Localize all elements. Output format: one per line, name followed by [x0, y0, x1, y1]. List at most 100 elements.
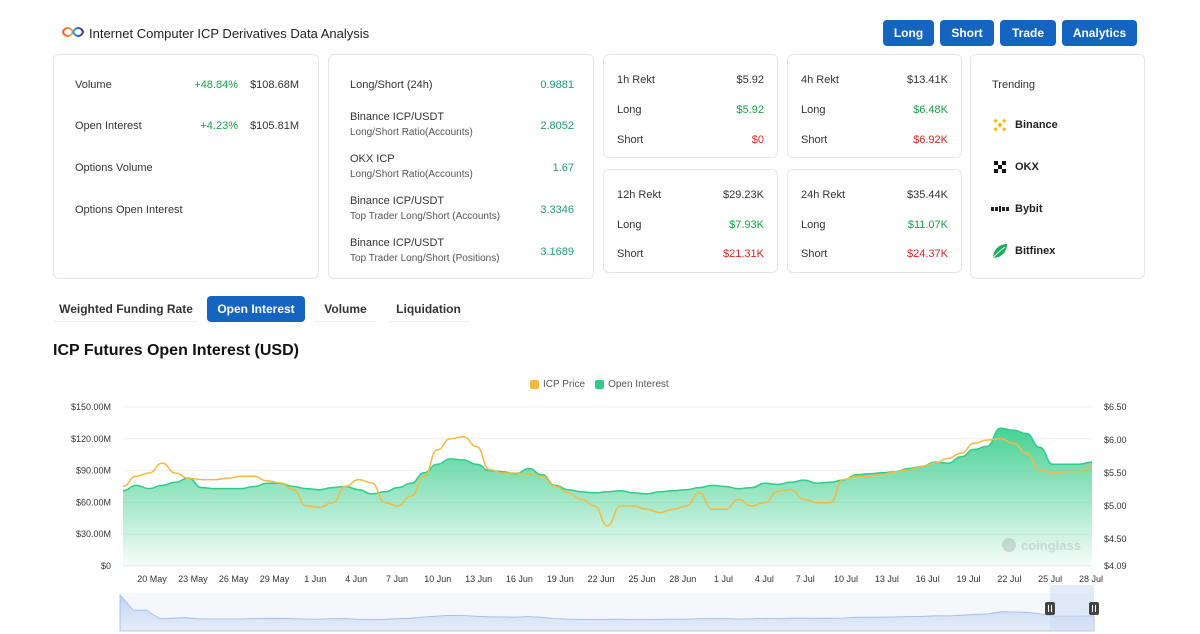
ratio-subtitle: Long/Short Ratio(Accounts)	[350, 169, 473, 180]
short-button[interactable]: Short	[940, 20, 994, 46]
x-tick-label: 22 Jul	[997, 574, 1021, 584]
trending-title: Trending	[992, 79, 1036, 91]
rekt-short-label: Short	[617, 248, 644, 260]
y-right-tick-label: $5.00	[1104, 501, 1127, 511]
rekt-card-4h: 4h Rekt $13.41K Long $6.48K Short $6.92K	[787, 54, 962, 158]
trending-item-binance[interactable]: Binance	[991, 116, 1058, 134]
legend-item-icp-price[interactable]: ICP Price	[530, 379, 585, 390]
rekt-card-1h: 1h Rekt $5.92 Long $5.92 Short $0	[603, 54, 778, 158]
analytics-button[interactable]: Analytics	[1062, 20, 1137, 46]
y-left-tick-label: $150.00M	[71, 402, 111, 412]
rekt-long: $6.48K	[913, 104, 948, 116]
x-tick-label: 22 Jun	[588, 574, 615, 584]
y-left-tick-label: $90.00M	[76, 466, 111, 476]
x-tick-label: 4 Jul	[755, 574, 774, 584]
tab-weighted-funding-rate[interactable]: Weighted Funding Rate	[53, 296, 199, 322]
rekt-short-label: Short	[617, 134, 644, 146]
rekt-total: $35.44K	[907, 189, 948, 201]
trending-item-label: Bitfinex	[1015, 245, 1056, 257]
rekt-long-label: Long	[617, 219, 642, 231]
x-tick-label: 1 Jul	[714, 574, 733, 584]
y-left-tick-label: $60.00M	[76, 497, 111, 507]
y-right-tick-label: $4.50	[1104, 534, 1127, 544]
rekt-long: $5.92	[736, 104, 764, 116]
rekt-long: $11.07K	[907, 219, 948, 231]
icp-price-line	[122, 435, 1093, 527]
legend-label: ICP Price	[543, 379, 586, 390]
rekt-short: $0	[751, 134, 764, 146]
ratio-value: 0.9881	[540, 79, 574, 91]
chart-legend: ICP Price Open Interest	[530, 379, 669, 390]
rekt-card-24h: 24h Rekt $35.44K Long $11.07K Short $24.…	[787, 169, 962, 273]
y-left-tick-label: $120.00M	[71, 434, 111, 444]
rekt-title: 4h Rekt	[801, 74, 839, 86]
rekt-short-label: Short	[801, 248, 828, 260]
ratio-subtitle: Top Trader Long/Short (Accounts)	[350, 211, 501, 222]
options-open-interest-label: Options Open Interest	[75, 204, 183, 216]
legend-swatch	[595, 380, 605, 389]
stats-card: Volume +48.84% $108.68M Open Interest +4…	[53, 54, 319, 279]
long-button[interactable]: Long	[883, 20, 934, 46]
coinglass-logo-icon	[1002, 538, 1016, 552]
ratio-title: Binance ICP/USDT	[350, 237, 445, 249]
rekt-short: $24.37K	[907, 248, 948, 260]
open-interest-area	[123, 428, 1092, 566]
rekt-short: $21.31K	[723, 248, 764, 260]
rekt-total: $29.23K	[723, 189, 764, 201]
legend-item-open-interest[interactable]: Open Interest	[595, 379, 669, 390]
legend-label: Open Interest	[608, 379, 669, 390]
x-tick-label: 28 Jun	[669, 574, 696, 584]
volume-change: +48.84%	[194, 79, 238, 91]
x-tick-label: 7 Jun	[386, 574, 408, 584]
rekt-total: $5.92	[736, 74, 764, 86]
rekt-title: 12h Rekt	[617, 189, 662, 201]
ratio-title: Long/Short (24h)	[350, 79, 433, 91]
trending-item-okx[interactable]: OKX	[991, 158, 1039, 176]
binance-icon	[991, 116, 1009, 134]
tab-volume[interactable]: Volume	[313, 296, 378, 322]
y-left-tick-label: $30.00M	[76, 529, 111, 539]
y-right-tick-label: $6.50	[1104, 402, 1127, 412]
x-tick-label: 10 Jun	[424, 574, 451, 584]
trending-item-label: Binance	[1015, 119, 1058, 131]
ratio-value: 2.8052	[540, 120, 574, 132]
ratio-title: Binance ICP/USDT	[350, 195, 445, 207]
trade-button[interactable]: Trade	[1000, 20, 1056, 46]
x-tick-label: 16 Jul	[916, 574, 940, 584]
volume-label: Volume	[75, 79, 112, 91]
header: Internet Computer ICP Derivatives Data A…	[0, 0, 1200, 54]
y-axis-left: $0 $30.00M $60.00M $90.00M $120.00M $150.00M	[71, 402, 111, 571]
ratio-subtitle: Long/Short Ratio(Accounts)	[350, 127, 473, 138]
tab-liquidation[interactable]: Liquidation	[386, 296, 471, 322]
x-axis: 20 May 23 May 26 May 29 May 1 Jun 4 Jun 7 Jun 1…	[137, 574, 1103, 584]
coinglass-watermark: coinglass	[1002, 538, 1081, 553]
bitfinex-icon	[991, 242, 1009, 260]
okx-icon	[991, 158, 1009, 176]
trending-item-label: OKX	[1015, 161, 1039, 173]
legend-swatch	[530, 380, 539, 389]
ratio-title: OKX ICP	[350, 153, 395, 165]
x-tick-label: 19 Jun	[547, 574, 574, 584]
navigator-handle-right[interactable]	[1089, 602, 1099, 615]
x-tick-label: 13 Jul	[875, 574, 899, 584]
rekt-short-label: Short	[801, 134, 828, 146]
rekt-total: $13.41K	[907, 74, 948, 86]
trending-item-bybit[interactable]: Bybit	[991, 200, 1043, 218]
rekt-long-label: Long	[801, 219, 826, 231]
ratio-title: Binance ICP/USDT	[350, 111, 445, 123]
ratio-subtitle: Top Trader Long/Short (Positions)	[350, 253, 500, 264]
watermark-text: coinglass	[1021, 538, 1081, 553]
rekt-short: $6.92K	[913, 134, 948, 146]
y-axis-right: $4.09 $4.50 $5.00 $5.50 $6.00 $6.50	[1104, 402, 1127, 571]
bybit-icon	[991, 200, 1009, 218]
rekt-title: 24h Rekt	[801, 189, 846, 201]
x-tick-label: 1 Jun	[304, 574, 326, 584]
trending-item-bitfinex[interactable]: Bitfinex	[991, 242, 1055, 260]
tab-open-interest[interactable]: Open Interest	[207, 296, 305, 322]
ratio-value: 1.67	[552, 162, 574, 174]
navigator-handle-left[interactable]	[1045, 602, 1055, 615]
x-tick-label: 13 Jun	[465, 574, 492, 584]
x-tick-label: 23 May	[178, 574, 208, 584]
navigator-selection[interactable]	[1050, 585, 1094, 631]
y-left-tick-label: $0	[101, 561, 111, 571]
